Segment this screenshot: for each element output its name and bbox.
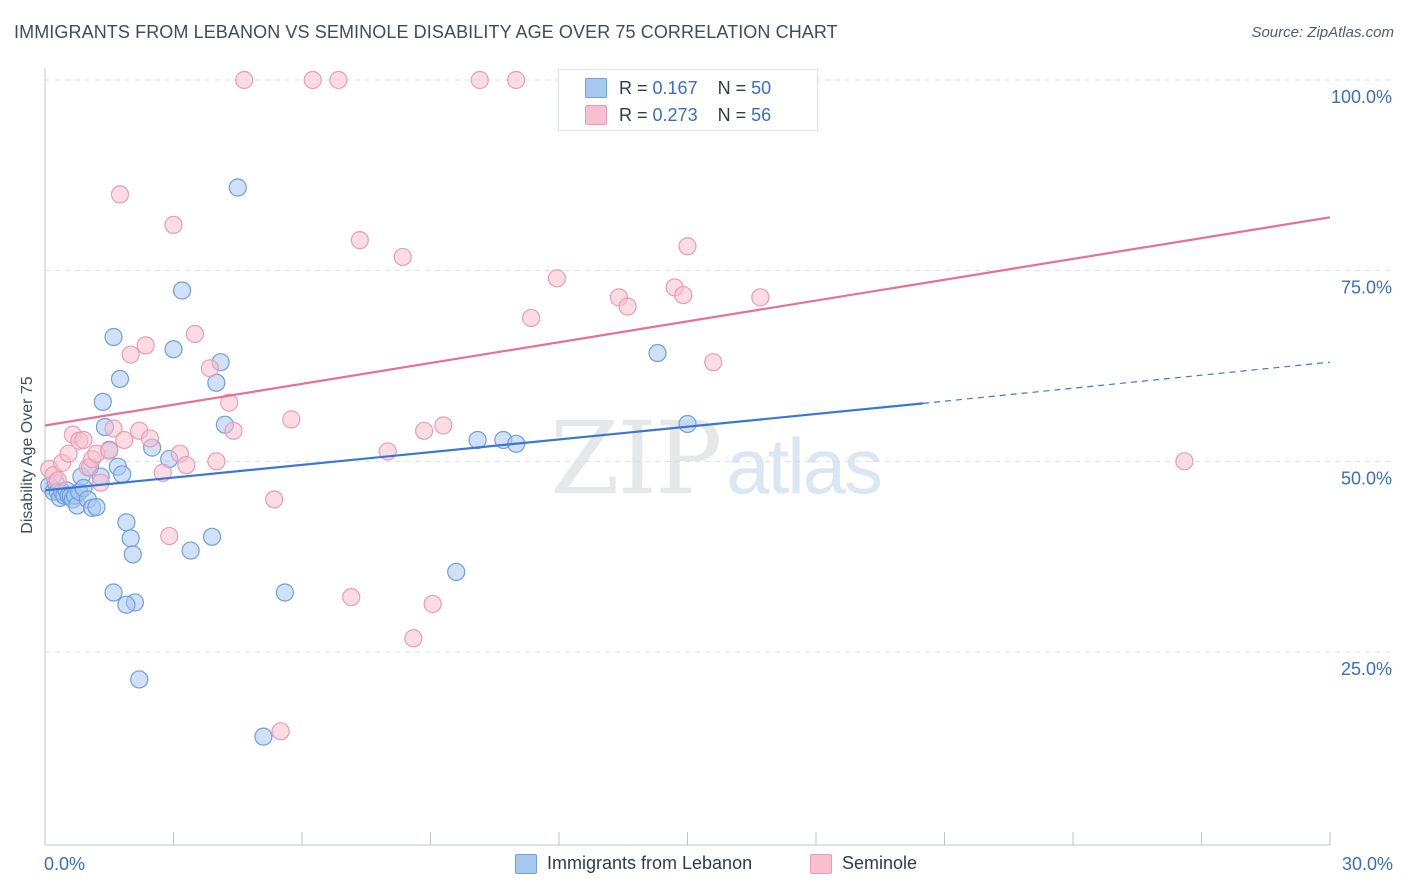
point-seminole [220,393,239,412]
point-seminole [704,353,723,372]
point-seminole [177,456,196,475]
point-seminole [282,410,301,429]
stats-r-label: R = [619,105,648,125]
point-seminole [136,336,155,355]
point-seminole [265,490,284,509]
point-seminole [115,430,134,450]
point-seminole [751,288,770,307]
legend-label-lebanon: Immigrants from Lebanon [547,853,753,873]
point-lebanon [181,541,200,560]
point-seminole [235,70,254,90]
point-lebanon [117,513,136,532]
point-lebanon [117,595,136,614]
point-seminole [404,629,423,648]
point-seminole [104,419,123,438]
point-lebanon [172,281,192,300]
point-lebanon [228,178,247,197]
point-seminole [110,185,130,204]
point-seminole [393,247,412,267]
point-seminole [522,308,541,328]
trendline-lebanon-extension [923,361,1331,404]
y-tick-label: 25.0% [1341,659,1392,679]
point-seminole [507,70,526,90]
point-lebanon [112,465,132,484]
point-lebanon [104,583,123,602]
stats-swatch-seminole [585,105,607,125]
stats-n-value: 50 [751,78,772,98]
source-credit: Source: ZipAtlas.com [1251,24,1394,41]
legend-swatch-seminole [810,854,832,874]
point-seminole [160,526,179,546]
point-seminole [547,269,566,288]
point-seminole [48,471,67,490]
y-axis-label: Disability Age Over 75 [19,376,36,534]
y-tick-label: 75.0% [1341,278,1392,298]
legend-swatch-lebanon [515,854,537,874]
point-seminole [303,70,322,90]
point-seminole [674,285,693,305]
watermark-atlas: atlas [726,422,883,510]
trendline-lebanon [44,402,924,492]
point-lebanon [678,414,697,434]
point-lebanon [130,670,149,689]
trendline-seminole [44,216,1331,427]
point-seminole [200,359,220,378]
point-seminole [618,297,637,316]
point-lebanon [123,545,142,564]
point-lebanon [254,727,273,746]
point-seminole [350,231,369,250]
point-lebanon [121,529,140,548]
point-seminole [329,70,348,90]
point-seminole [342,587,361,607]
point-lebanon [202,527,222,546]
stats-box: R = 0.167 N = 50 R = 0.273 N = 56 [558,69,818,131]
point-seminole [59,444,78,463]
x-tick-label: 30.0% [1342,854,1393,874]
point-seminole [207,452,226,471]
point-seminole [185,324,205,344]
y-tick-label: 100.0% [1331,87,1392,107]
legend-label-seminole: Seminole [842,853,918,873]
y-tick-label: 50.0% [1341,468,1392,488]
point-lebanon [447,562,466,582]
point-lebanon [93,392,112,411]
legend: Immigrants from Lebanon Seminole [0,852,1406,878]
point-lebanon [110,369,130,389]
stats-n-label: N = [717,105,747,125]
stats-r-value: 0.273 [652,105,698,125]
point-seminole [140,429,160,448]
point-seminole [271,722,290,741]
stats-n-value: 56 [751,105,772,125]
stats-n-label: N = [717,78,747,98]
point-lebanon [104,327,123,347]
point-seminole [100,441,119,460]
x-tick-label: 0.0% [44,854,85,874]
chart-title: IMMIGRANTS FROM LEBANON VS SEMINOLE DISA… [14,22,838,42]
point-lebanon [87,497,106,517]
point-seminole [1175,452,1194,471]
point-lebanon [275,583,294,602]
point-seminole [434,416,453,435]
point-seminole [164,215,183,235]
point-seminole [91,473,110,492]
stats-r-label: R = [619,78,648,98]
stats-r-value: 0.167 [652,78,698,98]
point-seminole [121,345,140,364]
point-seminole [423,594,442,614]
point-seminole [153,463,172,482]
point-seminole [678,237,697,256]
point-seminole [414,421,434,440]
point-seminole [224,421,243,440]
point-seminole [74,430,93,450]
stats-swatch-lebanon [585,78,607,98]
point-lebanon [164,340,183,359]
point-lebanon [648,343,667,363]
point-seminole [470,70,489,90]
